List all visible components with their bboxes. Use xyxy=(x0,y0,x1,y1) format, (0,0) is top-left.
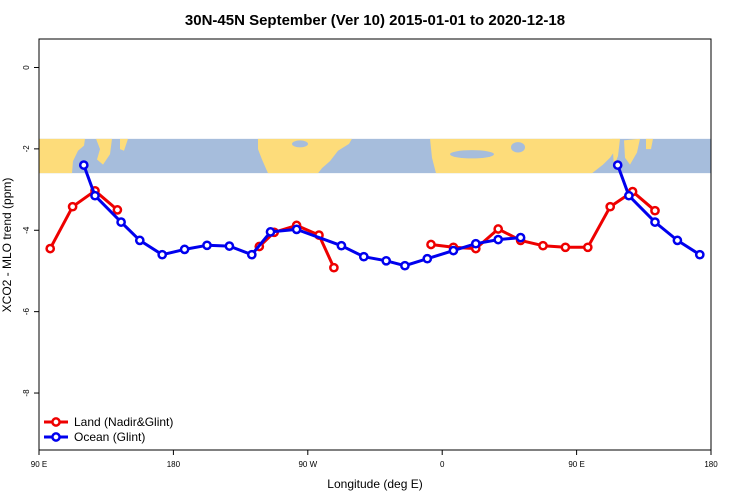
data-point xyxy=(400,260,410,271)
x-tick-label: 180 xyxy=(167,460,181,469)
data-point xyxy=(78,160,89,170)
chart-title: 30N-45N September (Ver 10) 2015-01-01 to… xyxy=(185,12,565,29)
data-point xyxy=(246,249,257,260)
data-point xyxy=(116,217,126,227)
map-land-6 xyxy=(624,138,640,165)
data-point xyxy=(112,205,123,215)
data-point xyxy=(67,201,78,212)
map-land-3 xyxy=(258,138,352,174)
map-land-4 xyxy=(430,138,620,174)
y-tick-label: 0 xyxy=(22,65,31,70)
data-point xyxy=(672,235,683,246)
plot-frame xyxy=(38,38,712,451)
data-point xyxy=(694,249,705,260)
x-tick-label: 0 xyxy=(440,460,445,469)
data-point xyxy=(448,245,459,256)
data-point xyxy=(493,224,504,234)
data-point xyxy=(291,224,302,235)
y-tick-label: -4 xyxy=(22,226,31,234)
data-point xyxy=(624,190,634,201)
data-point xyxy=(157,249,168,260)
map-land-1 xyxy=(96,138,112,165)
world-map-band xyxy=(39,138,711,174)
data-point xyxy=(422,253,433,264)
x-tick-label: 180 xyxy=(704,460,718,469)
map-lake xyxy=(292,140,308,148)
data-point xyxy=(493,234,504,245)
x-axis-label: Longitude (deg E) xyxy=(327,477,422,491)
series-1 xyxy=(78,160,705,271)
data-point xyxy=(605,201,616,212)
data-point xyxy=(265,227,276,237)
data-point xyxy=(329,262,339,273)
map-land-7 xyxy=(646,138,653,150)
x-axis: 90 E 180 90 W 0 90 E 180 xyxy=(31,450,718,469)
series-0 xyxy=(45,185,660,273)
data-point xyxy=(179,244,190,255)
map-sea-caspian xyxy=(511,142,525,153)
x-tick-label: 90 W xyxy=(298,460,317,469)
legend-label: Ocean (Glint) xyxy=(74,430,145,444)
data-point xyxy=(538,240,548,251)
y-axis: 0 -2 -4 -6 -8 xyxy=(22,65,39,397)
data-point xyxy=(134,235,145,246)
legend-marker xyxy=(51,417,61,427)
data-point xyxy=(470,238,481,249)
series-line xyxy=(48,189,119,250)
map-sea-mediterranean xyxy=(450,150,494,159)
data-point xyxy=(515,232,526,243)
map-land-5 xyxy=(612,138,620,167)
data-point xyxy=(650,205,660,216)
x-tick-label: 90 E xyxy=(568,460,584,469)
data-point xyxy=(426,239,436,250)
data-point xyxy=(612,160,623,170)
y-tick-label: -8 xyxy=(22,389,31,397)
legend: Land (Nadir&Glint)Ocean (Glint) xyxy=(44,415,173,444)
data-point xyxy=(336,240,347,251)
y-tick-label: -6 xyxy=(22,308,31,316)
data-point xyxy=(582,242,593,253)
data-point xyxy=(224,241,235,251)
data-point xyxy=(90,190,100,201)
y-axis-label: XCO2 - MLO trend (ppm) xyxy=(0,178,14,313)
data-point xyxy=(358,251,369,262)
legend-marker xyxy=(51,432,61,442)
x-tick-label: 90 E xyxy=(31,460,47,469)
data-point xyxy=(650,217,660,227)
data-point xyxy=(560,242,571,253)
map-land-0 xyxy=(39,138,85,174)
map-land-2 xyxy=(120,138,128,151)
series-line xyxy=(430,190,656,251)
data-point xyxy=(202,240,212,251)
legend-label: Land (Nadir&Glint) xyxy=(74,415,173,429)
data-point xyxy=(45,243,56,254)
y-tick-label: -2 xyxy=(22,145,31,153)
data-point xyxy=(381,255,392,266)
